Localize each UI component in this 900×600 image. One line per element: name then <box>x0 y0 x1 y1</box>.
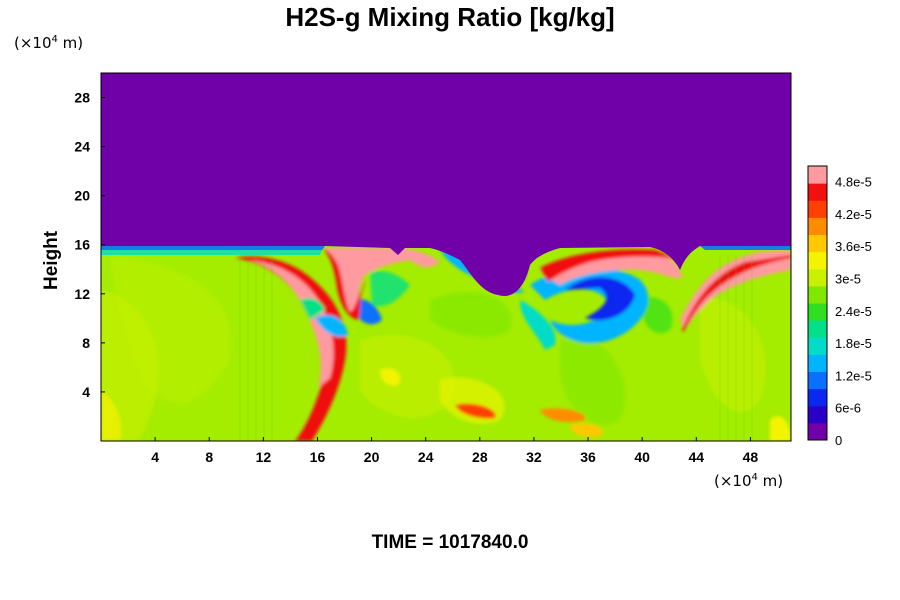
colorbar-swatch <box>808 337 827 355</box>
y-axis-ticks: 4 8 12 16 20 24 28 <box>74 90 105 400</box>
time-label: TIME = 1017840.0 <box>371 532 529 553</box>
upper-zero-region <box>101 73 791 296</box>
colorbar-frame <box>807 165 828 441</box>
y-tick-label: 8 <box>82 335 90 351</box>
colorbar-tick-label: 4.2e-5 <box>835 207 872 222</box>
colorbar: 0 6e-6 1.2e-5 1.8e-5 2.4e-5 3e-5 3.6e-5 4.2e-5 4… <box>807 165 872 448</box>
heatmap-field <box>101 73 791 441</box>
x-tick-label: 20 <box>364 449 380 465</box>
x-tick-label: 4 <box>151 449 159 465</box>
colorbar-swatch <box>808 320 827 338</box>
colorbar-tick-label: 3e-5 <box>835 272 861 287</box>
x-tick-label: 48 <box>743 449 759 465</box>
x-tick-label: 12 <box>256 449 272 465</box>
x-tick-label: 44 <box>689 449 705 465</box>
y-tick-label: 16 <box>74 237 90 253</box>
colorbar-swatch <box>808 183 827 201</box>
x-tick-label: 40 <box>634 449 650 465</box>
colorbar-tick-label: 4.8e-5 <box>835 175 872 190</box>
x-tick-label: 32 <box>526 449 542 465</box>
x-tick-label: 36 <box>580 449 596 465</box>
y-tick-label: 28 <box>74 90 90 106</box>
y-tick-label: 24 <box>74 139 90 155</box>
colorbar-swatch <box>808 200 827 218</box>
y-tick-label: 12 <box>74 286 90 302</box>
colorbar-tick-label: 3.6e-5 <box>835 239 872 254</box>
x-tick-label: 28 <box>472 449 488 465</box>
x-tick-label: 24 <box>418 449 434 465</box>
colorbar-swatch <box>808 371 827 390</box>
colorbar-swatch <box>808 303 827 321</box>
colorbar-tick-label: 2.4e-5 <box>835 304 872 319</box>
colorbar-swatch <box>808 217 827 235</box>
colorbar-swatch <box>808 388 827 407</box>
colorbar-swatch <box>808 422 827 441</box>
x-tick-label: 8 <box>205 449 213 465</box>
colorbar-swatch <box>808 285 827 304</box>
colorbar-swatch <box>808 405 827 424</box>
colorbar-tick-label: 0 <box>835 433 842 448</box>
colorbar-swatch <box>808 251 827 270</box>
colorbar-tick-label: 1.2e-5 <box>835 368 872 383</box>
colorbar-tick-label: 1.8e-5 <box>835 336 872 351</box>
y-tick-label: 20 <box>74 188 90 204</box>
colorbar-tick-label: 6e-6 <box>835 401 861 416</box>
y-tick-label: 4 <box>82 384 90 400</box>
x-tick-label: 16 <box>310 449 326 465</box>
colorbar-swatch <box>808 234 827 253</box>
colorbar-swatch <box>808 354 827 372</box>
y-axis-unit: (×104 m) <box>14 34 84 52</box>
x-axis-ticks: 4 8 12 16 20 24 28 32 36 40 44 48 <box>151 437 758 465</box>
colorbar-swatch <box>808 268 827 287</box>
plot-frame <box>100 72 792 442</box>
colorbar-swatch <box>808 166 827 184</box>
chart-title: H2S-g Mixing Ratio [kg/kg] <box>285 2 615 32</box>
x-axis-unit: (×104 m) <box>714 472 784 490</box>
